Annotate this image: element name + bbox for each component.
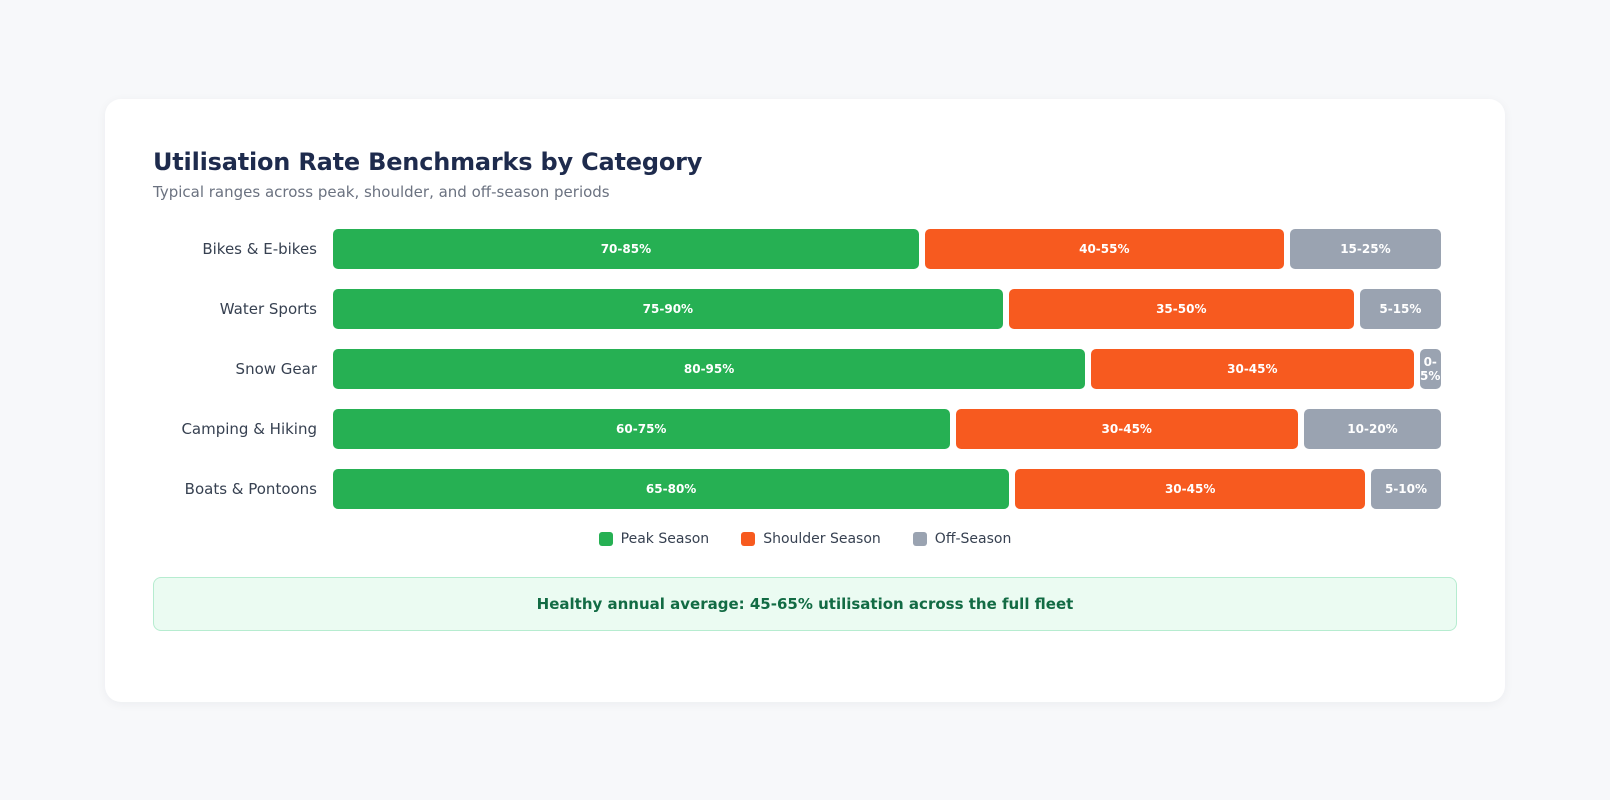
legend-swatch	[912, 532, 927, 546]
category-label: Water Sports	[219, 300, 317, 318]
chart-card: Utilisation Rate Benchmarks by Category …	[105, 99, 1505, 702]
category-label: Snow Gear	[235, 360, 317, 378]
peak-segment: 80-95%	[333, 349, 1086, 389]
bar-track: 70-85% 40-55% 15-25%	[333, 229, 1441, 269]
off-segment: 5-15%	[1359, 289, 1441, 329]
stacked-bar-chart: Bikes & E-bikes 70-85% 40-55% 15-25% Water S…	[153, 229, 1457, 509]
category-label: Bikes & E-bikes	[202, 240, 317, 258]
legend-label: Peak Season	[620, 531, 710, 547]
legend-item-peak: Peak Season	[598, 531, 710, 547]
off-segment: 0-5%	[1419, 349, 1441, 389]
average-note: Healthy annual average: 45-65% utilisati…	[153, 577, 1457, 631]
category-label: Camping & Hiking	[181, 420, 317, 438]
peak-segment: 60-75%	[333, 409, 950, 449]
off-segment: 10-20%	[1304, 409, 1441, 449]
chart-title: Utilisation Rate Benchmarks by Category	[153, 148, 703, 176]
chart-subtitle: Typical ranges across peak, shoulder, an…	[153, 183, 610, 201]
bar-track: 65-80% 30-45% 5-10%	[333, 469, 1441, 509]
chart-row: Bikes & E-bikes 70-85% 40-55% 15-25%	[153, 229, 1457, 269]
legend-item-off: Off-Season	[912, 531, 1012, 547]
peak-segment: 70-85%	[333, 229, 919, 269]
legend-swatch	[741, 532, 756, 546]
bar-track: 80-95% 30-45% 0-5%	[333, 349, 1441, 389]
off-segment: 15-25%	[1289, 229, 1441, 269]
peak-segment: 75-90%	[333, 289, 1003, 329]
peak-segment: 65-80%	[333, 469, 1010, 509]
off-segment: 5-10%	[1371, 469, 1441, 509]
shoulder-segment: 35-50%	[1008, 289, 1354, 329]
shoulder-segment: 30-45%	[1091, 349, 1414, 389]
chart-row: Boats & Pontoons 65-80% 30-45% 5-10%	[153, 469, 1457, 509]
chart-legend: Peak Season Shoulder Season Off-Season	[153, 529, 1457, 549]
shoulder-segment: 30-45%	[1015, 469, 1366, 509]
legend-label: Off-Season	[934, 531, 1012, 547]
chart-row: Camping & Hiking 60-75% 30-45% 10-20%	[153, 409, 1457, 449]
legend-swatch	[598, 532, 613, 546]
legend-label: Shoulder Season	[763, 531, 881, 547]
bar-track: 75-90% 35-50% 5-15%	[333, 289, 1441, 329]
category-label: Boats & Pontoons	[184, 480, 317, 498]
chart-row: Snow Gear 80-95% 30-45% 0-5%	[153, 349, 1457, 389]
chart-row: Water Sports 75-90% 35-50% 5-15%	[153, 289, 1457, 329]
shoulder-segment: 30-45%	[955, 409, 1298, 449]
legend-item-shoulder: Shoulder Season	[741, 531, 881, 547]
bar-track: 60-75% 30-45% 10-20%	[333, 409, 1441, 449]
shoulder-segment: 40-55%	[924, 229, 1284, 269]
